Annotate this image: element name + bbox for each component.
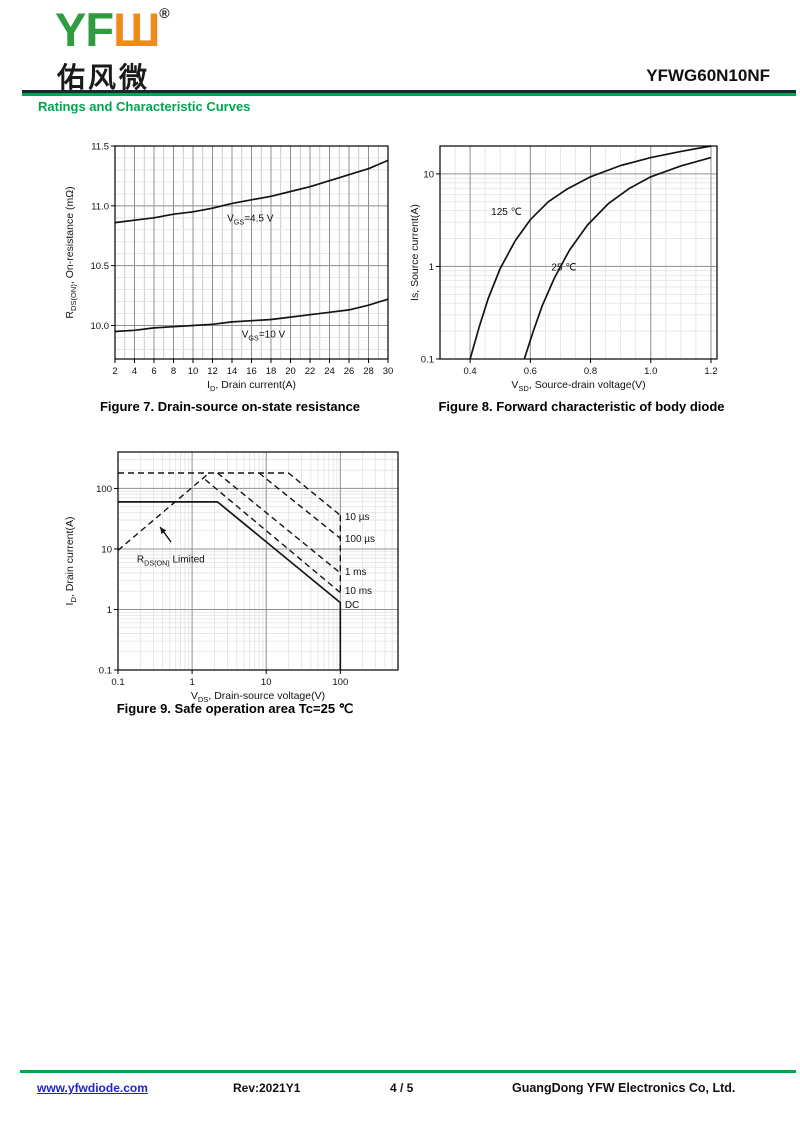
svg-text:ID, Drain current(A): ID, Drain current(A): [64, 517, 78, 606]
svg-text:100: 100: [332, 677, 348, 688]
part-number: YFWG60N10NF: [646, 66, 770, 85]
figure7-on-resistance-chart: 2 4 6 8 10 12 14 16 18 20 22 24 26 28 3010.010.511.011…: [64, 142, 394, 394]
svg-text:RDS(ON), On-resistance (mΩ): RDS(ON), On-resistance (mΩ): [64, 186, 78, 318]
svg-text:100: 100: [96, 484, 112, 495]
svg-text:DC: DC: [345, 600, 359, 611]
svg-text:10: 10: [188, 366, 199, 377]
svg-text:1: 1: [429, 262, 434, 273]
svg-text:0.8: 0.8: [584, 366, 597, 377]
svg-text:12: 12: [207, 366, 218, 377]
svg-text:8: 8: [171, 366, 176, 377]
figure8-caption: Figure 8. Forward characteristic of body…: [438, 399, 725, 414]
svg-text:1: 1: [189, 677, 194, 688]
svg-text:26: 26: [344, 366, 355, 377]
logo-chinese-name: 佑风微: [57, 62, 151, 93]
svg-text:18: 18: [266, 366, 277, 377]
website-link[interactable]: www.yfwdiode.com: [37, 1081, 148, 1095]
figure9-caption: Figure 9. Safe operation area Tc=25 ℃: [116, 701, 354, 716]
svg-text:20: 20: [285, 366, 296, 377]
svg-text:0.6: 0.6: [524, 366, 537, 377]
svg-text:1.2: 1.2: [704, 366, 717, 377]
footer-divider-green: [20, 1070, 796, 1073]
svg-text:0.1: 0.1: [421, 355, 434, 366]
svg-text:VSD, Source-drain voltage(V): VSD, Source-drain voltage(V): [511, 379, 645, 393]
svg-text:RDS(ON) Limited: RDS(ON) Limited: [137, 554, 205, 567]
svg-text:10: 10: [261, 677, 272, 688]
figure8-body-diode-chart: 0.4 0.6 0.8 1.0 1.2 0.1 1 10 125 ℃ 25 ℃ VSD, Sourc…: [409, 145, 718, 393]
company-name: GuangDong YFW Electronics Co, Ltd.: [512, 1081, 736, 1095]
logo-mark-icon: Ш: [113, 3, 160, 56]
svg-text:0.1: 0.1: [111, 677, 124, 688]
svg-text:VGS=4.5 V: VGS=4.5 V: [227, 213, 274, 226]
svg-text:10.0: 10.0: [91, 321, 110, 332]
svg-text:4: 4: [132, 366, 137, 377]
revision-label: Rev:2021Y1: [233, 1081, 301, 1095]
svg-text:1 ms: 1 ms: [345, 567, 367, 578]
svg-text:22: 22: [305, 366, 316, 377]
svg-text:30: 30: [383, 366, 394, 377]
svg-text:24: 24: [324, 366, 335, 377]
svg-text:1.0: 1.0: [644, 366, 657, 377]
svg-text:VGS=10 V: VGS=10 V: [242, 329, 286, 342]
figure9-soa-chart: 0.1 1 10 100 0.1 1 10 100 10 µs 100 µs 1 ms 10 ms DC…: [64, 451, 399, 704]
svg-text:11.5: 11.5: [91, 142, 109, 153]
header-divider-dark: [22, 90, 796, 93]
svg-text:10 µs: 10 µs: [345, 512, 370, 523]
page-number: 4 / 5: [390, 1081, 414, 1095]
svg-text:10: 10: [101, 544, 112, 555]
svg-text:28: 28: [363, 366, 374, 377]
logo-yf-text: YF: [55, 3, 114, 56]
svg-text:Is, Source current(A): Is, Source current(A): [409, 204, 421, 301]
svg-text:6: 6: [151, 366, 156, 377]
svg-text:16: 16: [246, 366, 257, 377]
svg-text:100 µs: 100 µs: [345, 534, 375, 545]
svg-text:0.4: 0.4: [463, 366, 476, 377]
company-logo: YFШ®: [55, 6, 170, 53]
svg-text:25 ℃: 25 ℃: [551, 263, 576, 274]
registered-trademark-icon: ®: [159, 5, 170, 21]
svg-text:10 ms: 10 ms: [345, 586, 372, 597]
svg-text:VDS, Drain-source voltage(V): VDS, Drain-source voltage(V): [191, 690, 325, 704]
svg-text:ID, Drain current(A): ID, Drain current(A): [207, 379, 296, 393]
svg-text:0.1: 0.1: [99, 666, 112, 677]
header-divider-green: [22, 93, 796, 96]
svg-text:14: 14: [227, 366, 238, 377]
section-title: Ratings and Characteristic Curves: [38, 99, 251, 114]
figure7-caption: Figure 7. Drain-source on-state resistan…: [99, 399, 361, 414]
svg-text:125 ℃: 125 ℃: [491, 207, 522, 218]
svg-text:2: 2: [112, 366, 117, 377]
svg-text:10: 10: [423, 169, 434, 180]
svg-text:1: 1: [107, 605, 112, 616]
svg-text:10.5: 10.5: [91, 261, 110, 272]
svg-text:11.0: 11.0: [91, 201, 109, 212]
